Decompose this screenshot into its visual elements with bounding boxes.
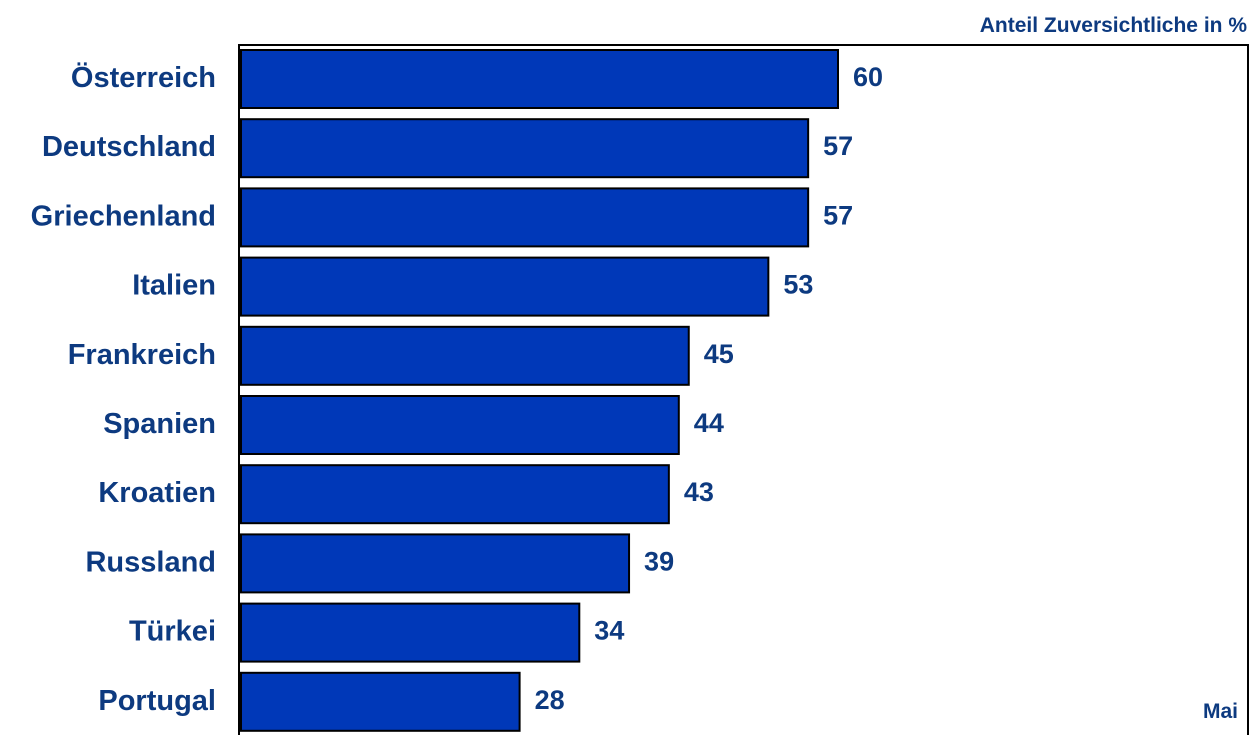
value-label: 34 [594,616,624,646]
bar [240,395,680,455]
category-label: Deutschland [42,131,216,163]
category-label: Frankreich [68,339,216,371]
plot-frame [238,44,1249,735]
period-note: Mai [1203,700,1238,723]
value-label: 53 [783,270,813,300]
bar [240,671,521,732]
value-label: 57 [823,200,853,230]
value-label: 39 [644,546,674,576]
value-label: 28 [535,685,565,715]
chart-title: Anteil Zuversichtliche in % [980,14,1248,37]
category-label: Portugal [98,685,216,717]
bars-group: Österreich 60 Deutschland 57 Griechenland 57 I… [31,49,883,732]
bar [240,49,839,109]
value-label: 43 [684,477,714,507]
category-label: Österreich [71,61,216,94]
bar [240,464,670,525]
bar [240,256,770,317]
bar [240,602,581,663]
value-label: 44 [694,408,724,438]
category-label: Griechenland [31,200,216,232]
category-label: Kroatien [98,477,216,509]
bar [240,533,631,594]
value-label: 60 [853,62,883,92]
value-label: 45 [704,339,734,369]
bar [240,118,810,179]
value-label: 57 [823,131,853,161]
category-label: Russland [85,546,216,578]
bar [240,187,810,248]
category-label: Spanien [103,408,216,440]
bar [240,325,690,386]
category-label: Italien [132,270,216,302]
category-label: Türkei [129,616,216,648]
